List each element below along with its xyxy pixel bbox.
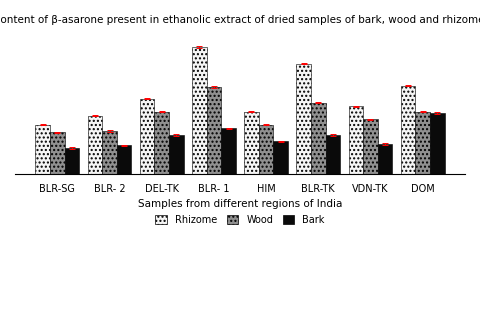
Bar	[430, 113, 444, 174]
Bar	[363, 119, 378, 174]
Bar	[192, 47, 206, 174]
Bar	[401, 86, 415, 174]
Bar	[325, 135, 340, 174]
Bar	[102, 131, 117, 174]
Bar	[311, 103, 325, 174]
Bar	[415, 112, 430, 174]
Legend: Rhizome, Wood, Bark: Rhizome, Wood, Bark	[152, 211, 328, 229]
Bar	[221, 129, 236, 174]
Bar	[348, 107, 363, 174]
Bar	[65, 148, 79, 174]
Bar	[206, 87, 221, 174]
Bar	[378, 144, 392, 174]
Bar	[140, 99, 155, 174]
Bar	[50, 132, 65, 174]
Bar	[169, 135, 184, 174]
X-axis label: Samples from different regions of India: Samples from different regions of India	[138, 199, 342, 209]
Bar	[117, 145, 132, 174]
Bar	[296, 64, 311, 174]
Bar	[36, 125, 50, 174]
Title: Content of β-asarone present in ethanolic extract of dried samples of bark, wood: Content of β-asarone present in ethanoli…	[0, 15, 480, 25]
Bar	[88, 115, 102, 174]
Bar	[259, 125, 274, 174]
Bar	[274, 141, 288, 174]
Bar	[244, 112, 259, 174]
Bar	[155, 112, 169, 174]
